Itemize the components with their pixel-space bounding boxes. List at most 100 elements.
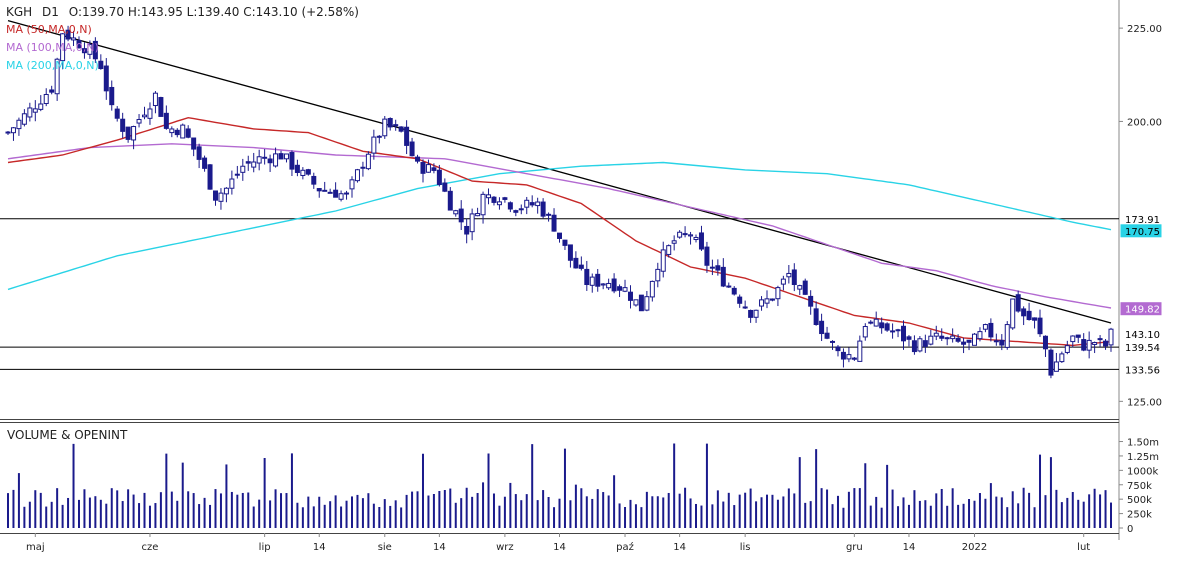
candle <box>955 334 961 343</box>
candle <box>688 231 694 245</box>
candle <box>229 170 235 195</box>
ohlc-readout: O:139.70 H:143.95 L:139.40 C:143.10 (+2.… <box>68 5 359 19</box>
candle <box>240 158 246 181</box>
candle <box>802 278 808 295</box>
candle <box>649 280 655 302</box>
candle <box>114 106 120 122</box>
candle <box>76 36 82 49</box>
candle <box>518 204 524 215</box>
candle <box>16 117 22 136</box>
candle <box>709 259 715 276</box>
candle <box>131 125 137 150</box>
candle <box>720 258 726 288</box>
candle <box>54 57 60 101</box>
candle <box>660 241 666 278</box>
candle <box>294 159 300 177</box>
price-tick-label: 225.00 <box>1127 24 1162 35</box>
candle <box>38 95 44 112</box>
volume-tick-label: 750k <box>1127 481 1152 492</box>
time-tick-label: 14 <box>673 542 686 553</box>
candle <box>92 37 98 63</box>
candle <box>813 301 819 326</box>
candle <box>666 244 672 258</box>
candle <box>27 102 33 122</box>
candle <box>425 159 431 173</box>
candle <box>223 187 229 203</box>
candle <box>808 290 814 315</box>
candle <box>267 154 273 172</box>
ma50-line <box>7 116 1112 347</box>
volume-tick-label: 1000k <box>1127 466 1158 477</box>
candle <box>600 283 606 290</box>
candle <box>125 126 131 143</box>
candle <box>901 320 907 350</box>
candle <box>360 161 366 177</box>
candle <box>458 200 464 230</box>
candle <box>606 278 612 290</box>
time-tick-label: lis <box>740 542 751 553</box>
candle <box>496 197 502 210</box>
candle <box>464 218 470 244</box>
price-marker-label: 173.91 <box>1125 215 1160 226</box>
candle <box>49 85 55 95</box>
candle <box>87 40 93 59</box>
time-tick-label: wrz <box>496 542 514 553</box>
candle <box>10 127 16 141</box>
candle <box>147 102 153 125</box>
candle <box>715 259 721 276</box>
candle <box>622 279 628 293</box>
candle <box>589 273 595 293</box>
candle <box>202 155 208 172</box>
candle <box>283 153 289 163</box>
candle <box>349 176 355 198</box>
volume-tick-label: 250k <box>1127 510 1152 521</box>
time-tick-label: maj <box>26 542 45 553</box>
candle <box>1053 352 1059 372</box>
candle <box>529 195 535 208</box>
candle <box>857 335 863 362</box>
interval-label: D1 <box>42 5 59 19</box>
legend-ma50[interactable]: MA (50,MA,0,N) <box>6 23 92 36</box>
candle <box>993 333 999 346</box>
candle <box>169 126 175 138</box>
candle <box>469 208 475 241</box>
candle <box>999 334 1005 351</box>
candle <box>507 201 513 213</box>
time-tick-label: 2022 <box>962 542 987 553</box>
price-marker-label: 133.56 <box>1125 365 1160 376</box>
legend-ma200[interactable]: MA (200,MA,0,N) <box>6 59 99 72</box>
candle <box>404 120 410 155</box>
candle <box>693 234 699 243</box>
candle <box>535 197 541 214</box>
candle <box>797 284 803 296</box>
candle <box>1108 327 1114 352</box>
candle <box>316 187 322 198</box>
candle <box>491 196 497 206</box>
candle <box>704 241 710 273</box>
candle <box>305 168 311 176</box>
candle <box>939 328 945 341</box>
candle <box>398 126 404 133</box>
candle <box>933 325 939 341</box>
candle <box>1086 331 1092 359</box>
candle <box>365 151 371 171</box>
candle <box>256 149 262 171</box>
candle <box>884 322 890 332</box>
candle <box>524 196 530 215</box>
price-marker: 139.54 <box>1120 340 1162 354</box>
candle <box>890 323 896 339</box>
candle <box>917 336 923 353</box>
candle <box>780 275 786 291</box>
price-marker: 173.91 <box>1120 212 1162 226</box>
candle <box>191 137 197 157</box>
candle <box>977 327 983 342</box>
candle <box>382 116 388 139</box>
candle <box>5 130 11 136</box>
candle <box>196 143 202 169</box>
chart-header: KGH D1 O:139.70 H:143.95 L:139.40 C:143.… <box>6 5 365 19</box>
legend-ma100[interactable]: MA (100,MA,0,N) <box>6 41 99 54</box>
candle <box>387 117 393 131</box>
candle <box>1092 341 1098 354</box>
candle <box>163 105 169 130</box>
